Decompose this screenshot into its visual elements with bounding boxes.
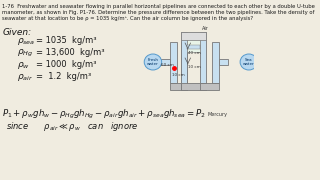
Ellipse shape	[144, 54, 162, 70]
Text: $\rho_{Hg}$: $\rho_{Hg}$	[17, 48, 34, 59]
Text: 40 cm: 40 cm	[188, 51, 201, 55]
Text: Fresh
water: Fresh water	[147, 58, 159, 66]
Bar	[170, 42, 177, 83]
Text: = 1000  kg/m³: = 1000 kg/m³	[36, 60, 97, 69]
Text: $P_1 + \rho_w g h_w - \rho_{Hg} g h_{Hg} - \rho_{air} g h_{air} + \rho_{sea} g h: $P_1 + \rho_w g h_w - \rho_{Hg} g h_{Hg}…	[2, 108, 206, 121]
Text: 1-76  Freshwater and seawater flowing in parallel horizontal pipelines are conne: 1-76 Freshwater and seawater flowing in …	[2, 4, 315, 9]
Text: Given:: Given:	[2, 28, 31, 37]
Bar	[170, 83, 187, 90]
Bar	[212, 42, 219, 83]
Text: = 13,600  kg/m³: = 13,600 kg/m³	[36, 48, 105, 57]
Text: 10 cm: 10 cm	[172, 73, 185, 77]
Text: manometer, as shown in Fig. P1-76. Determine the pressure difference between the: manometer, as shown in Fig. P1-76. Deter…	[2, 10, 314, 15]
Text: =  1.2  kg/m³: = 1.2 kg/m³	[36, 72, 92, 81]
Bar	[219, 59, 228, 65]
Text: $\rho_w$: $\rho_w$	[17, 60, 30, 71]
Bar	[187, 45, 200, 49]
Text: Sea
water: Sea water	[243, 58, 255, 66]
Text: since      $\rho_{air} \ll \rho_w$   can   ignore: since $\rho_{air} \ll \rho_w$ can ignore	[6, 120, 139, 133]
Bar	[181, 32, 187, 90]
Text: 10 cm: 10 cm	[188, 65, 201, 69]
Text: 60 cm: 60 cm	[161, 63, 174, 67]
Bar	[187, 32, 200, 52]
Ellipse shape	[240, 54, 258, 70]
Bar	[200, 32, 206, 90]
Text: seawater at that location to be ρ = 1035 kg/m³. Can the air column be ignored in: seawater at that location to be ρ = 1035…	[2, 16, 253, 21]
Text: Mercury: Mercury	[208, 112, 228, 117]
Bar	[181, 83, 206, 90]
Bar	[181, 32, 206, 40]
Bar	[181, 42, 187, 83]
Text: = 1035  kg/m³: = 1035 kg/m³	[36, 36, 97, 45]
Bar	[156, 59, 170, 65]
Text: $\rho_{sea}$: $\rho_{sea}$	[17, 36, 36, 47]
Text: $\rho_{air}$: $\rho_{air}$	[17, 72, 34, 83]
Text: Air: Air	[202, 26, 209, 31]
Bar	[200, 83, 219, 90]
